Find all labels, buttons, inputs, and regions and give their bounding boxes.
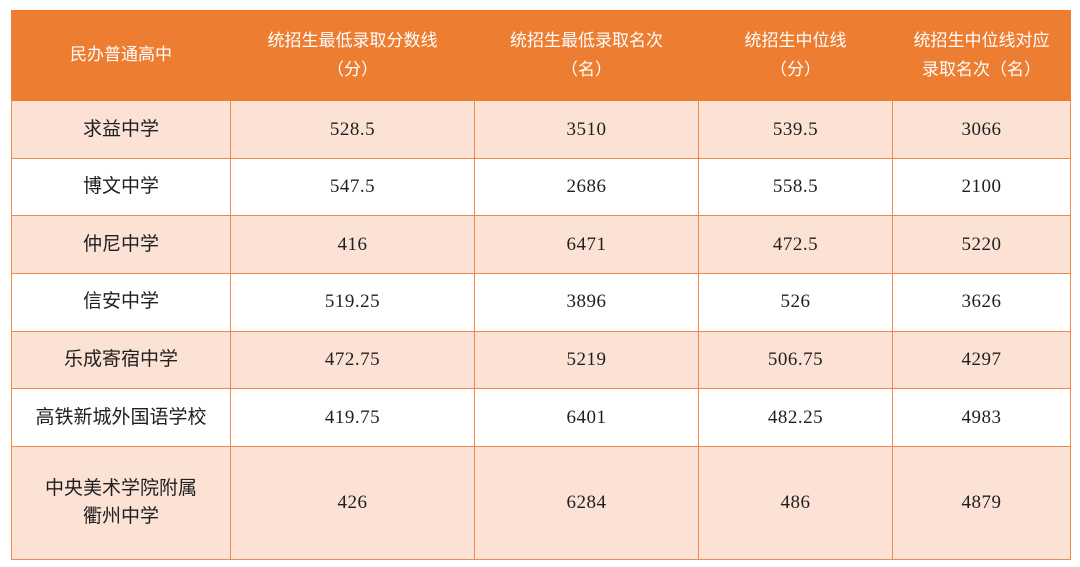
- value-cell: 6284: [474, 445, 699, 561]
- table-body: 求益中学 528.5 3510 539.5 3066 博文中学 547.5 2686 558.5…: [11, 100, 1071, 561]
- value-cell: 2686: [474, 157, 699, 217]
- school-name-cell: 博文中学: [11, 157, 231, 217]
- table-row: 仲尼中学 416 6471 472.5 5220: [11, 215, 1071, 274]
- value-cell: 482.25: [698, 388, 893, 447]
- value-cell: 6401: [474, 388, 699, 447]
- table-row: 高铁新城外国语学校 419.75 6401 482.25 4983: [11, 388, 1071, 447]
- value-cell: 5220: [892, 215, 1071, 274]
- column-header-line: 录取名次（名）: [922, 59, 1041, 79]
- value-cell: 3896: [474, 272, 699, 332]
- value-cell: 4879: [892, 445, 1071, 561]
- column-header: 民办普通高中: [11, 10, 231, 101]
- school-name-cell: 信安中学: [11, 272, 231, 332]
- value-cell: 426: [230, 445, 475, 561]
- value-cell: 472.75: [230, 330, 475, 390]
- column-header: 统招生最低录取名次 （名）: [474, 10, 699, 101]
- column-header-line: 民办普通高中: [70, 45, 172, 65]
- value-cell: 3510: [474, 100, 699, 159]
- table-row: 信安中学 519.25 3896 526 3626: [11, 272, 1071, 332]
- value-cell: 2100: [892, 157, 1071, 217]
- column-header-line: 统招生最低录取分数线: [267, 30, 438, 50]
- value-cell: 3626: [892, 272, 1071, 332]
- column-header-line: 统招生中位线对应: [913, 30, 1050, 50]
- value-cell: 528.5: [230, 100, 475, 159]
- school-name-cell: 求益中学: [11, 100, 231, 159]
- value-cell: 6471: [474, 215, 699, 274]
- column-header: 统招生中位线 （分）: [698, 10, 893, 101]
- table-header: 民办普通高中 统招生最低录取分数线 （分） 统招生最低录取名次 （名） 统招生中位线 （分）…: [11, 10, 1071, 101]
- column-header-line: 统招生最低录取名次: [510, 30, 663, 50]
- column-header-line: （分）: [770, 59, 821, 79]
- value-cell: 519.25: [230, 272, 475, 332]
- value-cell: 5219: [474, 330, 699, 390]
- table-row: 求益中学 528.5 3510 539.5 3066: [11, 100, 1071, 159]
- school-name-line: 衢州中学: [82, 505, 159, 527]
- value-cell: 4983: [892, 388, 1071, 447]
- table-row: 乐成寄宿中学 472.75 5219 506.75 4297: [11, 330, 1071, 390]
- value-cell: 539.5: [698, 100, 893, 159]
- school-name-line: 高铁新城外国语学校: [35, 406, 207, 428]
- column-header: 统招生最低录取分数线 （分）: [230, 10, 475, 101]
- column-header: 统招生中位线对应 录取名次（名）: [892, 10, 1071, 101]
- value-cell: 472.5: [698, 215, 893, 274]
- school-name-line: 求益中学: [82, 118, 159, 140]
- table-row: 中央美术学院附属 衢州中学 426 6284 486 4879: [11, 445, 1071, 561]
- column-header-line: （名）: [561, 59, 612, 79]
- school-name-cell: 高铁新城外国语学校: [11, 388, 231, 447]
- value-cell: 3066: [892, 100, 1071, 159]
- value-cell: 4297: [892, 330, 1071, 390]
- school-name-line: 仲尼中学: [82, 233, 159, 255]
- value-cell: 419.75: [230, 388, 475, 447]
- value-cell: 416: [230, 215, 475, 274]
- value-cell: 526: [698, 272, 893, 332]
- table-row: 博文中学 547.5 2686 558.5 2100: [11, 157, 1071, 217]
- school-name-cell: 乐成寄宿中学: [11, 330, 231, 390]
- column-header-line: （分）: [327, 59, 378, 79]
- school-name-cell: 仲尼中学: [11, 215, 231, 274]
- header-row: 民办普通高中 统招生最低录取分数线 （分） 统招生最低录取名次 （名） 统招生中位线 （分）…: [11, 10, 1071, 101]
- school-name-line: 中央美术学院附属: [44, 478, 197, 500]
- value-cell: 486: [698, 445, 893, 561]
- admission-score-table: 民办普通高中 统招生最低录取分数线 （分） 统招生最低录取名次 （名） 统招生中位线 （分）…: [11, 10, 1071, 561]
- school-name-line: 乐成寄宿中学: [63, 349, 178, 371]
- school-name-cell: 中央美术学院附属 衢州中学: [11, 445, 231, 561]
- school-name-line: 博文中学: [82, 176, 159, 198]
- value-cell: 558.5: [698, 157, 893, 217]
- value-cell: 506.75: [698, 330, 893, 390]
- value-cell: 547.5: [230, 157, 475, 217]
- school-name-line: 信安中学: [82, 291, 159, 313]
- column-header-line: 统招生中位线: [744, 30, 847, 50]
